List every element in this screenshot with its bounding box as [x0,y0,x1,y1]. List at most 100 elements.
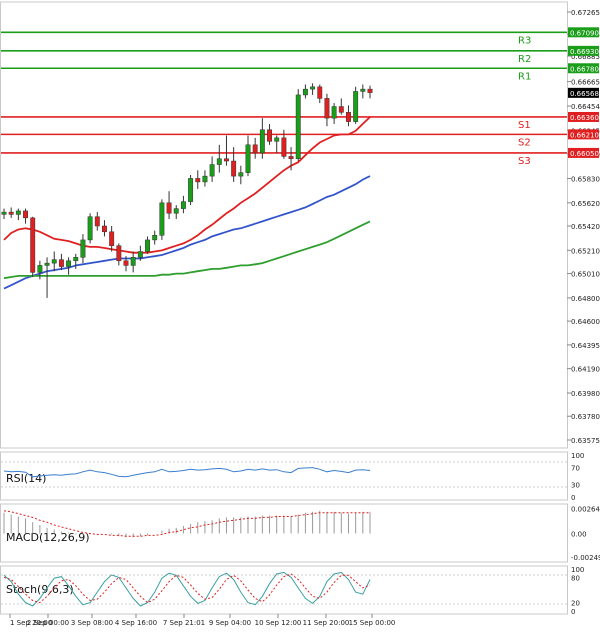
time-tick-label: 2 Sep 00:00 [27,619,69,627]
price-tick-label: 0.65620 [571,200,600,208]
rsi-tick-label: 70 [571,465,580,473]
price-tags: 0.67090 0.66930 0.66780 0.66360 0.66210 0.660… [568,27,599,158]
moving-average-line-2 [3,175,371,290]
candle-body [66,260,72,267]
pivot-label-r2: R2 [518,54,531,65]
pivot-label-s1: S1 [518,120,531,131]
candle-body [259,129,265,154]
candle-body [231,160,237,177]
candle-body [58,259,64,267]
candle-body [152,235,158,241]
candlestick-series [1,83,373,298]
candle-body [238,172,244,177]
candle-body [288,156,294,159]
moving-average-lines [3,116,371,290]
price-tag-bg [568,27,599,38]
macd-panel: MACD(12,26,9) [3,510,371,544]
price-tick-label: 0.64190 [571,366,600,374]
candle-body [331,106,337,119]
price-tick-label: 0.64800 [571,295,600,303]
rsi-tick-label: 30 [571,481,580,489]
candle-body [302,88,308,96]
time-tick-label: 7 Sep 21:01 [163,619,205,627]
candle-body [317,86,323,99]
rsi-panel: RSI(14) [1,461,567,488]
price-tag-r3: 0.67090 [570,29,599,37]
candle-body [209,164,215,177]
candle-body [87,216,93,241]
rsi-tick-label: 100 [571,452,584,460]
candle-body [267,129,272,142]
candle-body [73,257,79,262]
time-tick-label: 3 Sep 08:00 [71,619,113,627]
stoch-tick-label: 20 [571,600,580,608]
macd-tick-label: 0.002647 [571,506,600,514]
candle-body [94,216,100,227]
price-tick-label: 0.66885 [571,53,600,61]
pivot-label-s3: S3 [518,156,531,167]
time-tick-label: 11 Sep 20:00 [303,619,350,627]
candle-body [346,112,351,122]
candle-body [80,239,86,258]
price-tick-label: 0.66454 [571,103,600,111]
candle-body [37,265,43,273]
candle-body [109,231,115,246]
candle-body [338,106,344,113]
price-tag-bg [568,129,599,140]
price-tick-label: 0.65830 [571,175,600,183]
price-tick-label: 0.63980 [571,390,600,398]
time-axis: 1 Sep 20:002 Sep 00:00 3 Sep 08:00 4 Sep 1… [9,614,396,627]
macd-tick-label: 0.00 [571,530,587,538]
price-tick-label: 0.63780 [571,413,600,421]
price-tick-label: 0.67265 [571,9,600,17]
candle-body [281,137,287,157]
candle-body [137,251,143,258]
candle-body [173,208,179,214]
time-tick-label: 15 Sep 00:00 [349,619,396,627]
price-tick-label: 0.66665 [571,79,600,87]
rsi-label: RSI(14) [6,472,46,485]
macd-axis: 0.002647 0.00 -0.002498 [571,506,600,563]
candle-body [360,88,366,92]
candle-body [51,259,57,264]
candle-body [224,158,229,162]
rsi-line [3,467,371,478]
pivot-label-r1: R1 [518,71,531,82]
time-tick-label: 4 Sep 16:00 [115,619,157,627]
time-tick-label: 9 Sep 04:00 [209,619,251,627]
candle-body [202,175,208,183]
stoch-label: Stoch(9,6,3) [6,583,74,596]
candle-body [159,202,165,236]
stoch-tick-label: 100 [571,566,584,574]
candle-body [44,262,50,266]
candle-body [8,211,14,215]
candle-body [195,178,201,183]
price-tag-bg [568,45,599,56]
candle-body [23,210,28,219]
macd-label: MACD(12,26,9) [6,531,90,544]
candle-body [180,201,186,209]
candle-body [252,144,258,154]
price-tick-label: 0.65010 [571,271,600,279]
price-tick-label: 0.64395 [571,342,600,350]
candle-body [116,245,122,262]
price-tag-bg [568,147,599,158]
macd-tick-label: -0.002498 [571,554,600,562]
stochastic-panel: Stoch(9,6,3) [1,571,567,607]
candle-body [310,86,316,90]
panel-frames [0,1,568,615]
current-price-tag-bg [568,87,599,98]
rsi-tick-label: 0 [571,494,575,502]
candle-body [367,88,373,93]
stoch-k-line [3,571,371,607]
candle-body [166,202,172,214]
pivot-label-r3: R3 [518,35,531,46]
candle-body [353,91,359,122]
candle-body [188,178,194,202]
candle-body [102,225,107,233]
price-tick-label: 0.64600 [571,318,600,326]
candle-body [30,217,36,273]
